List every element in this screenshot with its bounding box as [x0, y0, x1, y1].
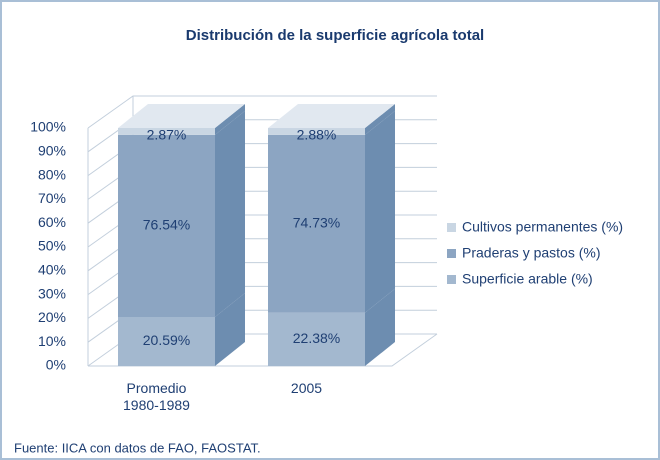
y-tick-label: 70%: [38, 190, 66, 206]
data-label: 2.88%: [297, 127, 337, 143]
y-tick-label: 30%: [38, 285, 66, 301]
source: Fuente: IICA con datos de FAO, FAOSTAT.: [14, 440, 261, 455]
bar-segment: [118, 128, 215, 135]
legend-swatch: [447, 249, 456, 258]
data-label: 76.54%: [143, 217, 190, 233]
bar-segment: [118, 134, 215, 317]
bar-segment: [268, 128, 365, 135]
bar-side: [215, 104, 245, 135]
data-label: 2.87%: [147, 127, 187, 143]
chart-title: Distribución de la superficie agrícola t…: [186, 27, 484, 44]
y-tick-label: 90%: [38, 143, 66, 159]
y-tick-label: 50%: [38, 238, 66, 254]
bar-side: [365, 104, 395, 135]
bar-side: [365, 288, 395, 366]
legend-swatch: [447, 223, 456, 232]
bar-side: [365, 110, 395, 313]
y-tick-label: 80%: [38, 166, 66, 182]
x-tick-label: 2005: [290, 380, 323, 396]
bar-top: [118, 104, 245, 128]
data-label: 22.38%: [293, 330, 340, 346]
bar-segment: [268, 312, 365, 366]
y-tick-label: 0%: [46, 357, 66, 373]
bar-top: [268, 104, 395, 129]
y-tick-label: 100%: [30, 119, 66, 135]
y-tick-label: 20%: [38, 309, 66, 325]
data-label: 74.73%: [293, 215, 340, 231]
y-tick-label: 40%: [38, 262, 66, 278]
data-label: 20.59%: [143, 332, 190, 348]
bar-segment: [268, 134, 365, 313]
bar-side: [215, 292, 245, 366]
y-tick-label: 10%: [38, 333, 66, 349]
bar-side: [215, 110, 245, 317]
legend-label: Praderas y pastos (%): [462, 245, 601, 261]
y-tick-label: 60%: [38, 214, 66, 230]
legend-swatch: [447, 275, 456, 284]
bar-segment: [118, 316, 215, 366]
legend-label: Cultivos permanentes (%): [462, 219, 623, 235]
x-tick-label: Promedio 1980-1989: [123, 380, 190, 413]
legend-label: Superficie arable (%): [462, 271, 593, 287]
